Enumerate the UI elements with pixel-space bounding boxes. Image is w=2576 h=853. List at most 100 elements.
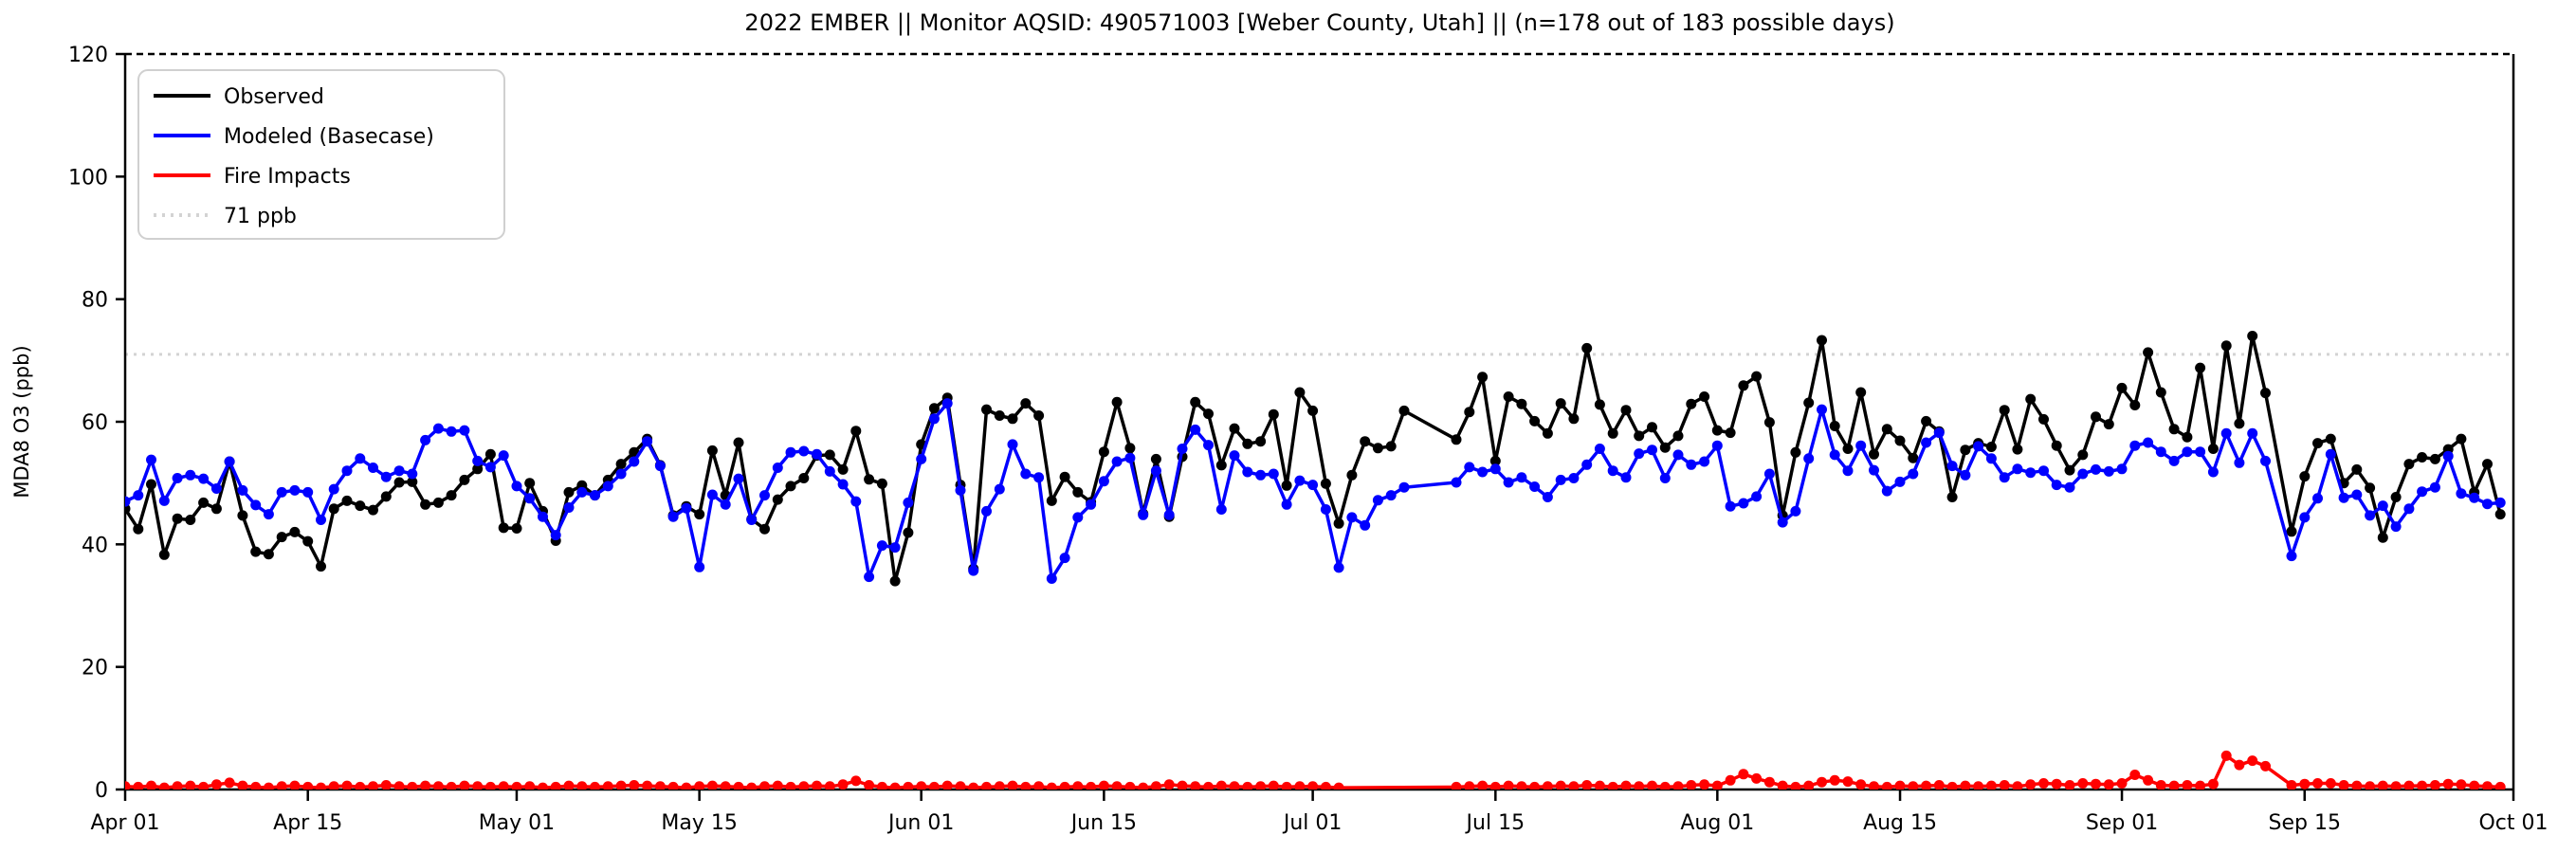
fire-impacts-marker bbox=[1999, 780, 2010, 789]
modeled-basecase-marker bbox=[2338, 492, 2349, 503]
modeled-basecase-marker bbox=[2116, 463, 2128, 475]
x-tick-label: Jun 15 bbox=[1069, 811, 1137, 835]
observed-marker bbox=[237, 510, 248, 521]
observed-marker bbox=[1111, 396, 1123, 408]
modeled-basecase-marker bbox=[1529, 481, 1541, 492]
observed-marker bbox=[250, 546, 262, 557]
observed-marker bbox=[2168, 424, 2180, 435]
fire-impacts-marker bbox=[1255, 781, 1267, 789]
fire-impacts-marker bbox=[667, 781, 679, 789]
observed-marker bbox=[1229, 423, 1240, 434]
modeled-basecase-marker bbox=[694, 561, 705, 572]
fire-impacts-marker bbox=[785, 781, 796, 789]
fire-impacts-marker bbox=[916, 781, 927, 789]
modeled-basecase-marker bbox=[484, 462, 496, 473]
modeled-basecase-marker bbox=[511, 481, 522, 492]
modeled-basecase-marker bbox=[472, 455, 484, 466]
observed-marker bbox=[1607, 427, 1618, 439]
modeled-basecase-marker bbox=[2377, 500, 2388, 512]
fire-impacts-marker bbox=[1150, 781, 1161, 789]
y-tick-label: 40 bbox=[82, 534, 108, 557]
fire-impacts-marker bbox=[380, 780, 392, 789]
fire-impacts-marker bbox=[263, 782, 274, 789]
observed-marker bbox=[198, 497, 210, 508]
observed-marker bbox=[289, 526, 301, 537]
modeled-basecase-marker bbox=[1124, 452, 1136, 463]
fire-impacts-marker bbox=[1059, 781, 1070, 789]
modeled-basecase-marker bbox=[263, 509, 274, 520]
legend-box bbox=[137, 69, 505, 240]
observed-marker bbox=[1360, 436, 1371, 447]
observed-marker bbox=[2325, 433, 2336, 445]
fire-impacts-marker bbox=[1738, 769, 1749, 780]
modeled-basecase-marker bbox=[172, 473, 183, 483]
observed-marker bbox=[2103, 419, 2114, 430]
observed-marker bbox=[1751, 371, 1763, 382]
observed-marker bbox=[1072, 486, 1084, 498]
observed-marker bbox=[1908, 452, 1919, 463]
y-axis-label: MDA8 O3 (ppb) bbox=[10, 345, 33, 498]
modeled-basecase-marker bbox=[2325, 448, 2336, 460]
observed-marker bbox=[824, 449, 835, 461]
modeled-basecase-marker bbox=[2091, 463, 2101, 475]
fire-impacts-marker bbox=[328, 781, 339, 789]
fire-impacts-marker bbox=[1555, 780, 1566, 789]
modeled-basecase-marker bbox=[1451, 477, 1462, 488]
observed-marker bbox=[2482, 459, 2493, 470]
fire-impacts-marker bbox=[1607, 781, 1618, 789]
observed-marker bbox=[1790, 446, 1801, 458]
legend-label: Observed bbox=[224, 85, 324, 109]
fire-impacts-marker bbox=[1464, 781, 1475, 789]
fire-impacts-marker bbox=[2429, 780, 2440, 789]
observed-marker bbox=[2155, 387, 2166, 398]
fire-impacts-marker bbox=[133, 781, 144, 789]
fire-impacts-marker bbox=[125, 781, 131, 789]
observed-marker bbox=[1255, 436, 1267, 447]
modeled-basecase-marker bbox=[2469, 492, 2480, 503]
observed-marker bbox=[889, 575, 901, 587]
observed-marker bbox=[210, 503, 222, 515]
observed-marker bbox=[1124, 443, 1136, 454]
modeled-basecase-marker bbox=[1855, 440, 1867, 451]
fire-impacts-marker bbox=[146, 780, 156, 789]
fire-impacts-marker bbox=[1111, 781, 1123, 789]
fire-impacts-markers bbox=[125, 750, 2506, 789]
fire-impacts-marker bbox=[720, 781, 731, 789]
x-tick-label: Oct 01 bbox=[2478, 811, 2548, 835]
modeled-basecase-marker bbox=[1281, 499, 1292, 510]
modeled-basecase-marker bbox=[1007, 439, 1018, 450]
modeled-basecase-marker bbox=[1477, 466, 1489, 478]
modeled-basecase-marker bbox=[1503, 477, 1514, 488]
observed-marker bbox=[1372, 443, 1383, 454]
observed-marker bbox=[2207, 444, 2219, 454]
modeled-basecase-marker bbox=[1869, 464, 1879, 476]
modeled-basecase-marker bbox=[380, 471, 392, 482]
observed-marker bbox=[2195, 362, 2206, 373]
observed-marker bbox=[1242, 438, 1253, 449]
fire-impacts-marker bbox=[602, 781, 613, 789]
fire-impacts-marker bbox=[210, 779, 222, 789]
observed-marker bbox=[393, 477, 405, 488]
fire-impacts-marker bbox=[1620, 780, 1632, 789]
observed-marker bbox=[1960, 445, 1971, 456]
fire-impacts-marker bbox=[1242, 781, 1253, 789]
observed-marker bbox=[328, 503, 339, 515]
fire-impacts-marker bbox=[876, 781, 887, 789]
observed-marker bbox=[2077, 449, 2089, 461]
y-tick-label: 120 bbox=[68, 44, 108, 67]
modeled-basecase-marker bbox=[1763, 468, 1775, 480]
fire-impacts-marker bbox=[1946, 781, 1958, 789]
fire-impacts-marker bbox=[2456, 779, 2467, 789]
observed-marker bbox=[1985, 442, 1997, 452]
observed-marker bbox=[876, 478, 887, 489]
observed-marker bbox=[1738, 380, 1749, 391]
observed-marker bbox=[2038, 413, 2049, 425]
x-tick-label: Sep 01 bbox=[2086, 811, 2158, 835]
modeled-basecase-marker bbox=[210, 483, 222, 494]
legend: Observed Modeled (Basecase) Fire Impacts 71… bbox=[137, 69, 505, 240]
observed-marker bbox=[2312, 438, 2323, 449]
modeled-basecase-marker bbox=[2260, 455, 2271, 466]
modeled-basecase-marker bbox=[785, 446, 796, 458]
x-tick-label: May 15 bbox=[661, 811, 737, 835]
observed-marker bbox=[2116, 382, 2128, 393]
